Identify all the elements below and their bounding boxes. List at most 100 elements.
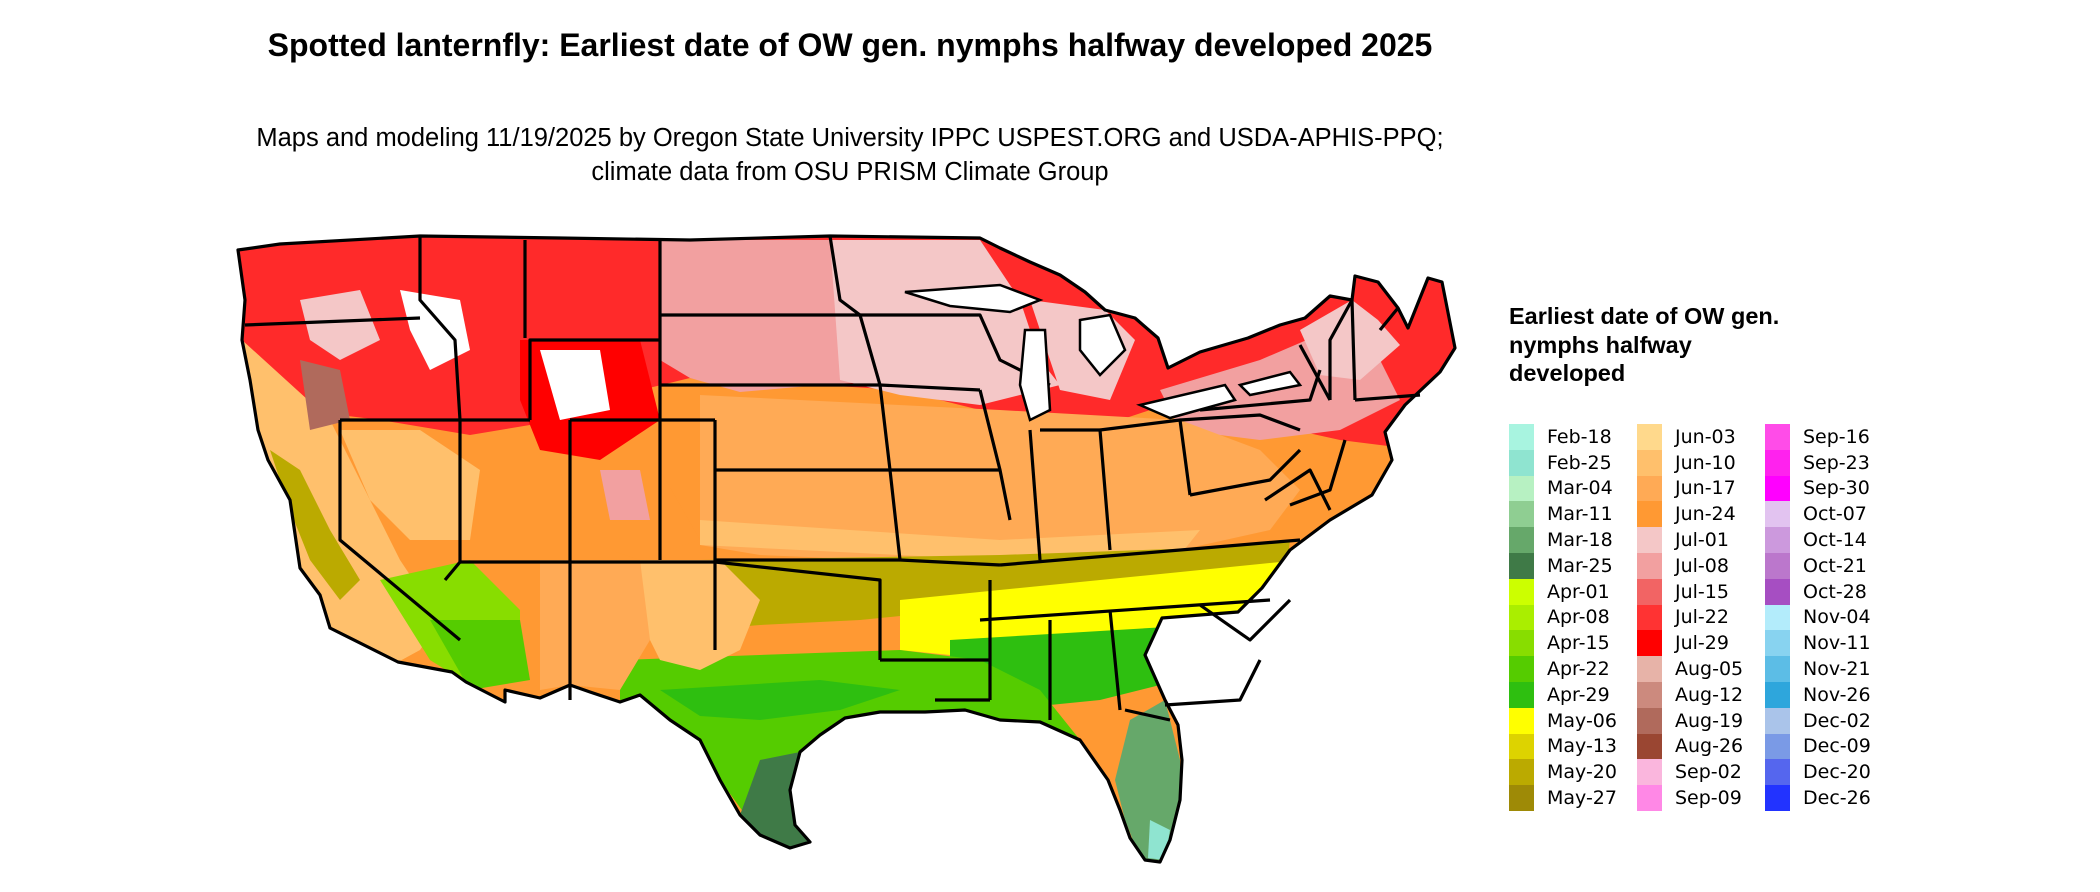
legend-item: Apr-29: [1509, 681, 1617, 708]
legend-swatch: [1765, 578, 1790, 605]
legend-swatch: [1765, 449, 1790, 476]
legend-swatch: [1765, 501, 1790, 528]
legend-swatch: [1509, 475, 1534, 502]
legend-swatch: [1765, 733, 1790, 760]
legend-label: Sep-30: [1803, 477, 1870, 500]
map-title: Spotted lanternfly: Earliest date of OW …: [267, 27, 1433, 63]
legend-label: Nov-04: [1803, 606, 1871, 629]
legend-swatch: [1509, 733, 1534, 760]
legend-title: Earliest date of OW gen. nymphs halfway …: [1509, 303, 1780, 386]
legend-swatch: [1765, 527, 1790, 553]
legend-item: Dec-09: [1765, 733, 1871, 760]
legend-swatch: [1637, 578, 1662, 605]
legend-label: Jul-29: [1675, 632, 1729, 655]
legend-label: Dec-20: [1803, 761, 1871, 784]
legend-label: Jun-17: [1675, 477, 1736, 500]
legend-item: Feb-25: [1509, 449, 1617, 476]
legend-swatch: [1637, 475, 1662, 502]
legend-label: May-20: [1547, 761, 1617, 784]
legend-item: Sep-16: [1765, 424, 1871, 450]
legend-item: Jul-15: [1637, 578, 1743, 605]
legend-label: Mar-11: [1547, 503, 1613, 526]
legend-label: Apr-15: [1547, 632, 1610, 655]
legend-swatch: [1509, 656, 1534, 682]
legend-item: May-06: [1509, 707, 1617, 734]
legend-label: Sep-16: [1803, 425, 1870, 448]
legend-item: Mar-25: [1509, 552, 1617, 579]
legend-swatch: [1637, 424, 1662, 450]
legend-label: Sep-02: [1675, 761, 1742, 784]
legend-item: Aug-05: [1637, 656, 1743, 682]
legend-swatch: [1765, 785, 1790, 811]
legend-item: Jul-22: [1637, 604, 1743, 631]
legend-item: Oct-14: [1765, 527, 1871, 553]
legend-item: Jul-01: [1637, 527, 1743, 553]
legend-item: May-20: [1509, 759, 1617, 786]
map-fill: [238, 236, 1455, 862]
legend-item: Jul-29: [1637, 630, 1743, 657]
legend-column-2: Jun-03 Jun-10 Jun-17 Jun-24 Jul-01 Jul-08 Jul-…: [1637, 424, 1743, 811]
legend-swatch: [1765, 681, 1790, 708]
legend-label: Oct-21: [1803, 554, 1867, 577]
legend-label: Dec-09: [1803, 735, 1871, 758]
legend-swatch: [1509, 759, 1534, 786]
legend-label: Apr-08: [1547, 606, 1610, 629]
legend-label: Feb-18: [1547, 425, 1612, 448]
legend-item: Oct-07: [1765, 501, 1871, 528]
legend-swatch: [1509, 578, 1534, 605]
legend-swatch: [1509, 449, 1534, 476]
legend-label: Nov-11: [1803, 632, 1871, 655]
legend-label: Mar-25: [1547, 554, 1613, 577]
great-lakes: [904, 283, 1303, 422]
legend-swatch: [1637, 759, 1662, 786]
legend-item: Sep-02: [1637, 759, 1743, 786]
legend-swatch: [1509, 681, 1534, 708]
legend-item: May-27: [1509, 785, 1617, 811]
legend-item: Dec-20: [1765, 759, 1871, 786]
legend-swatch: [1637, 681, 1662, 708]
legend-label: Aug-26: [1675, 735, 1744, 758]
legend-label: Dec-26: [1803, 787, 1871, 810]
legend-swatch: [1765, 707, 1790, 734]
legend-label: Apr-29: [1547, 683, 1610, 706]
legend-label: Feb-25: [1547, 451, 1612, 474]
us-map: [236, 234, 1457, 864]
legend-item: Nov-04: [1765, 604, 1871, 631]
legend-item: Dec-02: [1765, 707, 1871, 734]
legend-label: Jun-10: [1675, 451, 1736, 474]
legend-label: Jul-22: [1675, 606, 1729, 629]
map-subtitle: Maps and modeling 11/19/2025 by Oregon S…: [256, 124, 1444, 186]
legend-swatch: [1765, 475, 1790, 502]
legend-swatch: [1509, 785, 1534, 811]
legend-swatch: [1637, 707, 1662, 734]
legend-item: Sep-23: [1765, 449, 1871, 476]
legend-swatch: [1637, 604, 1662, 631]
legend-item: Apr-08: [1509, 604, 1617, 631]
legend-item: Mar-18: [1509, 527, 1617, 553]
legend-item: Nov-21: [1765, 656, 1871, 682]
legend-item: Sep-09: [1637, 785, 1743, 811]
legend-item: Dec-26: [1765, 785, 1871, 811]
legend-swatch: [1509, 604, 1534, 631]
legend-swatch: [1637, 449, 1662, 476]
legend-item: Feb-18: [1509, 424, 1617, 450]
legend-label: Aug-19: [1675, 709, 1744, 732]
legend-item: Apr-22: [1509, 656, 1617, 682]
legend-swatch: [1637, 501, 1662, 528]
legend-label: Jun-24: [1675, 503, 1736, 526]
legend-item: Apr-01: [1509, 578, 1617, 605]
legend-swatch: [1509, 501, 1534, 528]
legend-swatch: [1509, 630, 1534, 657]
legend-swatch: [1637, 630, 1662, 657]
legend-swatch: [1765, 656, 1790, 682]
legend-label: Aug-12: [1675, 683, 1744, 706]
legend-swatch: [1509, 552, 1534, 579]
legend-label: Sep-09: [1675, 787, 1742, 810]
legend-label: Jul-15: [1675, 580, 1729, 603]
legend-swatch: [1765, 552, 1790, 579]
legend-label: May-13: [1547, 735, 1617, 758]
legend-item: May-13: [1509, 733, 1617, 760]
legend-item: Mar-04: [1509, 475, 1617, 502]
legend-item: Jun-03: [1637, 424, 1743, 450]
legend-item: Apr-15: [1509, 630, 1617, 657]
